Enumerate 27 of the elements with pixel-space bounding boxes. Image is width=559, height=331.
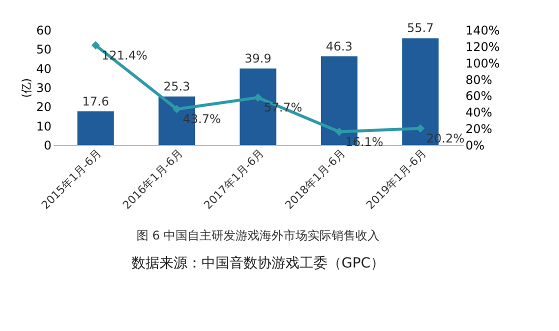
y-tick-label: 10 bbox=[36, 119, 52, 134]
data-label: 46.3 bbox=[326, 39, 353, 54]
y-tick-label: 20 bbox=[36, 100, 52, 114]
y2-tick-label: 80% bbox=[466, 72, 492, 87]
y2-tick-label: 60% bbox=[466, 89, 492, 104]
data-label: 17.6 bbox=[82, 94, 109, 108]
y2-tick-label: 140% bbox=[466, 24, 500, 38]
y2-tick-label: 20% bbox=[466, 122, 492, 136]
y-tick-label: 30 bbox=[36, 81, 52, 95]
text: 图 6 中国自主研发游戏海外市场实际销售收入 bbox=[136, 228, 380, 243]
data-label: 57.7% bbox=[264, 100, 302, 115]
data-label: 55.7 bbox=[407, 21, 434, 36]
bar bbox=[77, 111, 114, 145]
y2-tick-label: 120% bbox=[466, 40, 500, 54]
y-axis-title: (亿) bbox=[20, 78, 34, 98]
y2-tick-label: 100% bbox=[466, 56, 500, 70]
y-tick-label: 60 bbox=[36, 24, 52, 38]
y-tick-label: 50 bbox=[36, 42, 52, 57]
data-label: 39.9 bbox=[244, 52, 272, 66]
y-tick-label: 40 bbox=[36, 62, 52, 76]
y2-tick-label: 40% bbox=[466, 106, 492, 120]
point bbox=[172, 104, 181, 114]
y2-tick-label: 0% bbox=[466, 138, 485, 152]
source-note: 数据来源：中国音数协游戏工委（GPC） bbox=[131, 256, 385, 272]
y-tick-label: 0 bbox=[44, 138, 52, 152]
data-label: 25.3 bbox=[163, 80, 190, 94]
point bbox=[91, 41, 100, 50]
